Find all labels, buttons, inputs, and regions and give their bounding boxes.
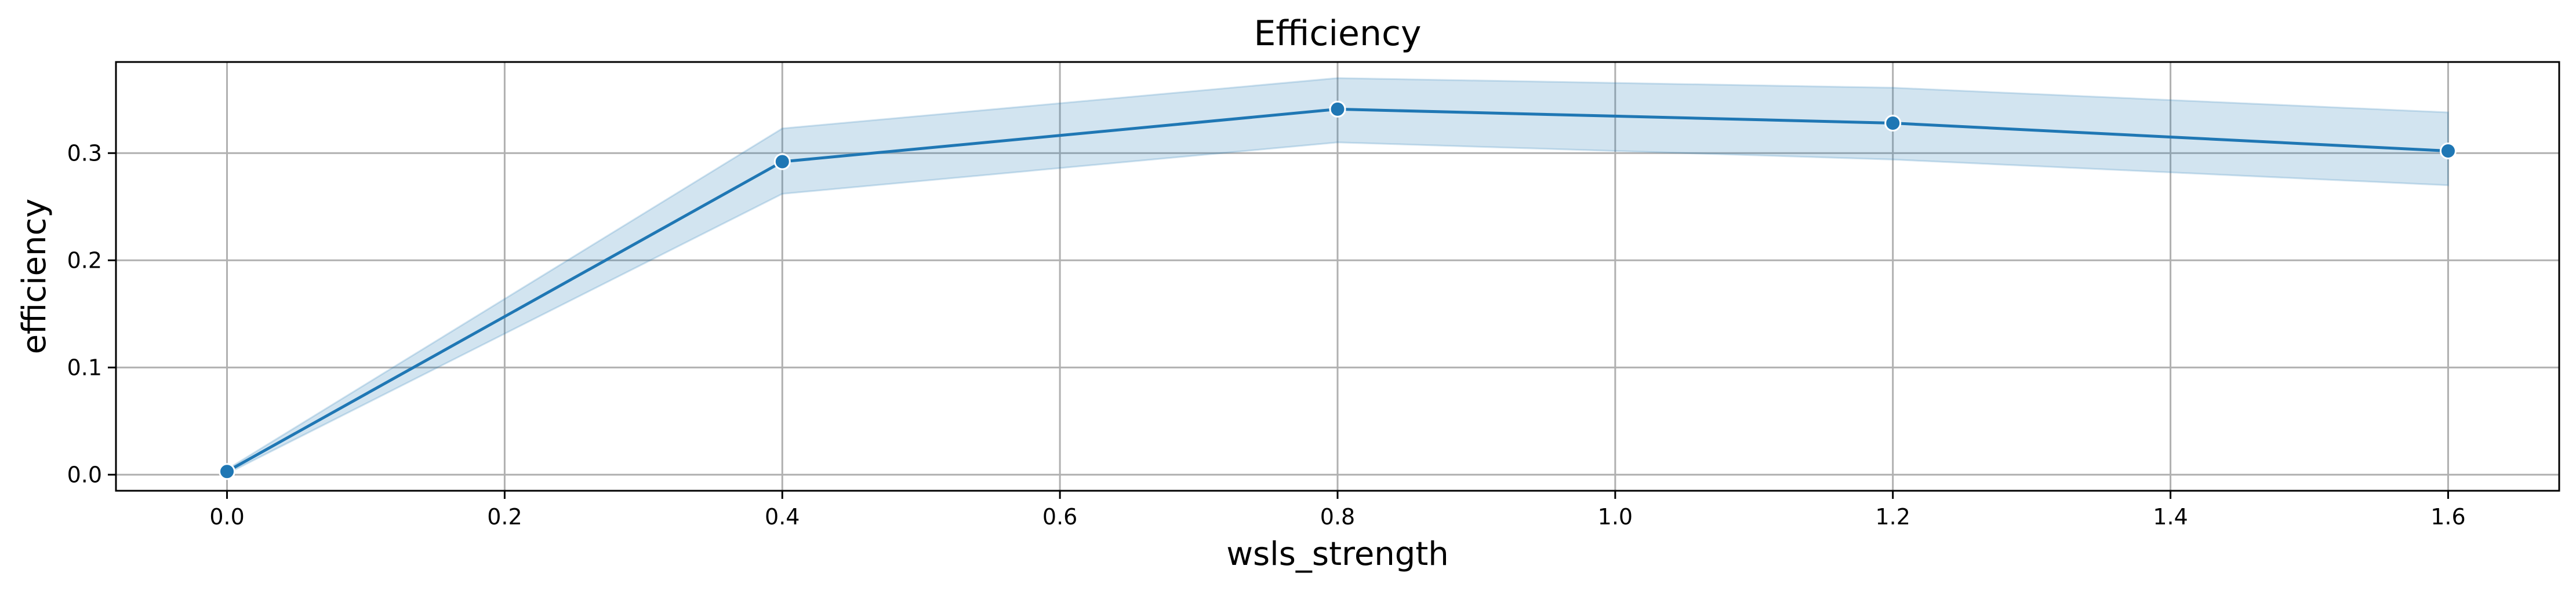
y-tick-label: 0.1 (67, 355, 102, 380)
data-point (2439, 143, 2457, 160)
x-tick-label: 1.0 (1598, 504, 1633, 530)
chart-title: Efficiency (1254, 13, 1421, 54)
confidence-band-layer (226, 77, 2449, 475)
y-tick-label: 0.3 (67, 140, 102, 166)
marker-layer (219, 100, 2457, 480)
x-tick-label: 0.4 (765, 504, 800, 530)
x-tick-label: 1.6 (2430, 504, 2465, 530)
data-point (773, 153, 791, 170)
y-axis-label: efficiency (16, 199, 53, 355)
x-tick-label: 0.6 (1042, 504, 1077, 530)
confidence-band (226, 77, 2449, 475)
y-tick-label: 0.0 (67, 462, 102, 487)
data-point (219, 463, 236, 480)
data-point (1329, 100, 1346, 118)
x-tick-label: 1.4 (2153, 504, 2188, 530)
y-tick-label: 0.2 (67, 247, 102, 273)
grid-layer (116, 62, 2559, 491)
data-point (1884, 114, 1902, 132)
x-tick-label: 0.0 (209, 504, 244, 530)
tick-layer: 0.0 0.2 0.4 0.6 0.8 1.0 1.2 1.4 1.6 0.0 0.1 0.2 0.3 (67, 140, 2466, 530)
x-axis-label: wsls_strength (1226, 535, 1449, 573)
x-tick-label: 0.8 (1320, 504, 1355, 530)
x-tick-label: 1.2 (1876, 504, 1910, 530)
x-tick-label: 0.2 (487, 504, 522, 530)
